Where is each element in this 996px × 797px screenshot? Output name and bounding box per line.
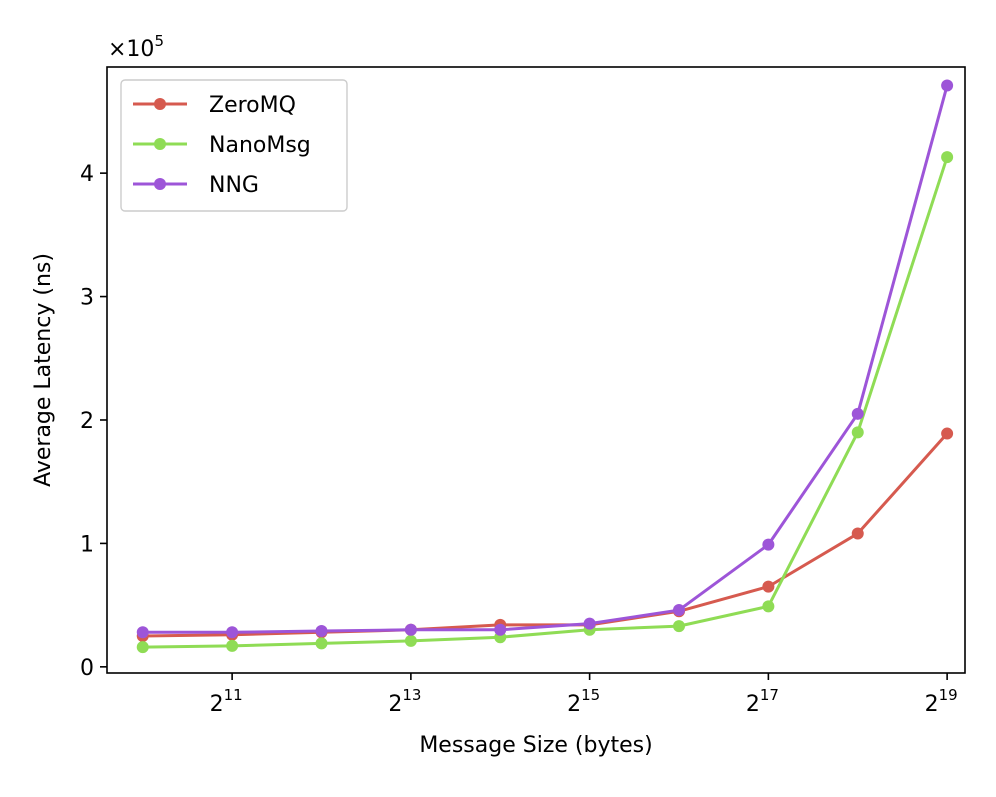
x-tick-label: 219 [925, 686, 958, 717]
y-tick-label: 1 [80, 532, 94, 557]
data-point-nanomsg [941, 151, 954, 164]
data-point-nng [315, 625, 328, 638]
plot-frame [106, 66, 966, 674]
x-axis-label: Message Size (bytes) [419, 733, 652, 758]
axes: 0 1 2 3 4 211 213 215 217 219 [80, 162, 958, 717]
data-point-nng [762, 538, 775, 551]
y-tick-label: 4 [80, 162, 94, 187]
legend-marker [154, 178, 166, 190]
data-point-nanomsg [762, 600, 775, 613]
y-multiplier: ×105 [108, 32, 164, 62]
data-point-nanomsg [315, 637, 328, 650]
data-point-nng [404, 623, 417, 636]
x-tick-label: 217 [746, 686, 779, 717]
data-point-nng [583, 617, 596, 630]
legend-label: NanoMsg [209, 133, 311, 158]
data-point-nng [851, 407, 864, 420]
legend-marker [154, 98, 166, 110]
x-tick-label: 211 [210, 686, 243, 717]
data-point-nng [136, 626, 149, 639]
y-tick-label: 0 [80, 656, 94, 681]
data-point-nanomsg [851, 426, 864, 439]
data-point-nanomsg [673, 620, 685, 633]
legend-marker [154, 138, 166, 150]
data-point-zeromq [941, 427, 954, 440]
series-line-nng [142, 85, 949, 634]
data-point-nng [226, 626, 239, 639]
legend: ZeroMQ NanoMsg NNG [120, 79, 348, 212]
legend-box [120, 79, 348, 212]
x-tick-label: 215 [567, 686, 600, 717]
data-point-nanomsg [226, 639, 239, 652]
data-point-nng [941, 79, 954, 92]
legend-label: ZeroMQ [209, 93, 296, 118]
data-point-nng [673, 604, 685, 617]
data-point-nng [494, 623, 507, 636]
data-point-nanomsg [136, 641, 149, 654]
data-point-zeromq [851, 527, 864, 540]
data-point-zeromq [762, 580, 775, 593]
series-line-zeromq [142, 432, 949, 638]
data-point-nanomsg [404, 634, 417, 647]
y-tick-label: 3 [80, 286, 94, 311]
series-line-nanomsg [142, 156, 949, 649]
plot-area [136, 79, 954, 654]
legend-label: NNG [209, 173, 259, 198]
y-axis-label: Average Latency (ns) [31, 253, 56, 487]
y-tick-label: 2 [80, 409, 94, 434]
x-tick-label: 213 [388, 686, 421, 717]
